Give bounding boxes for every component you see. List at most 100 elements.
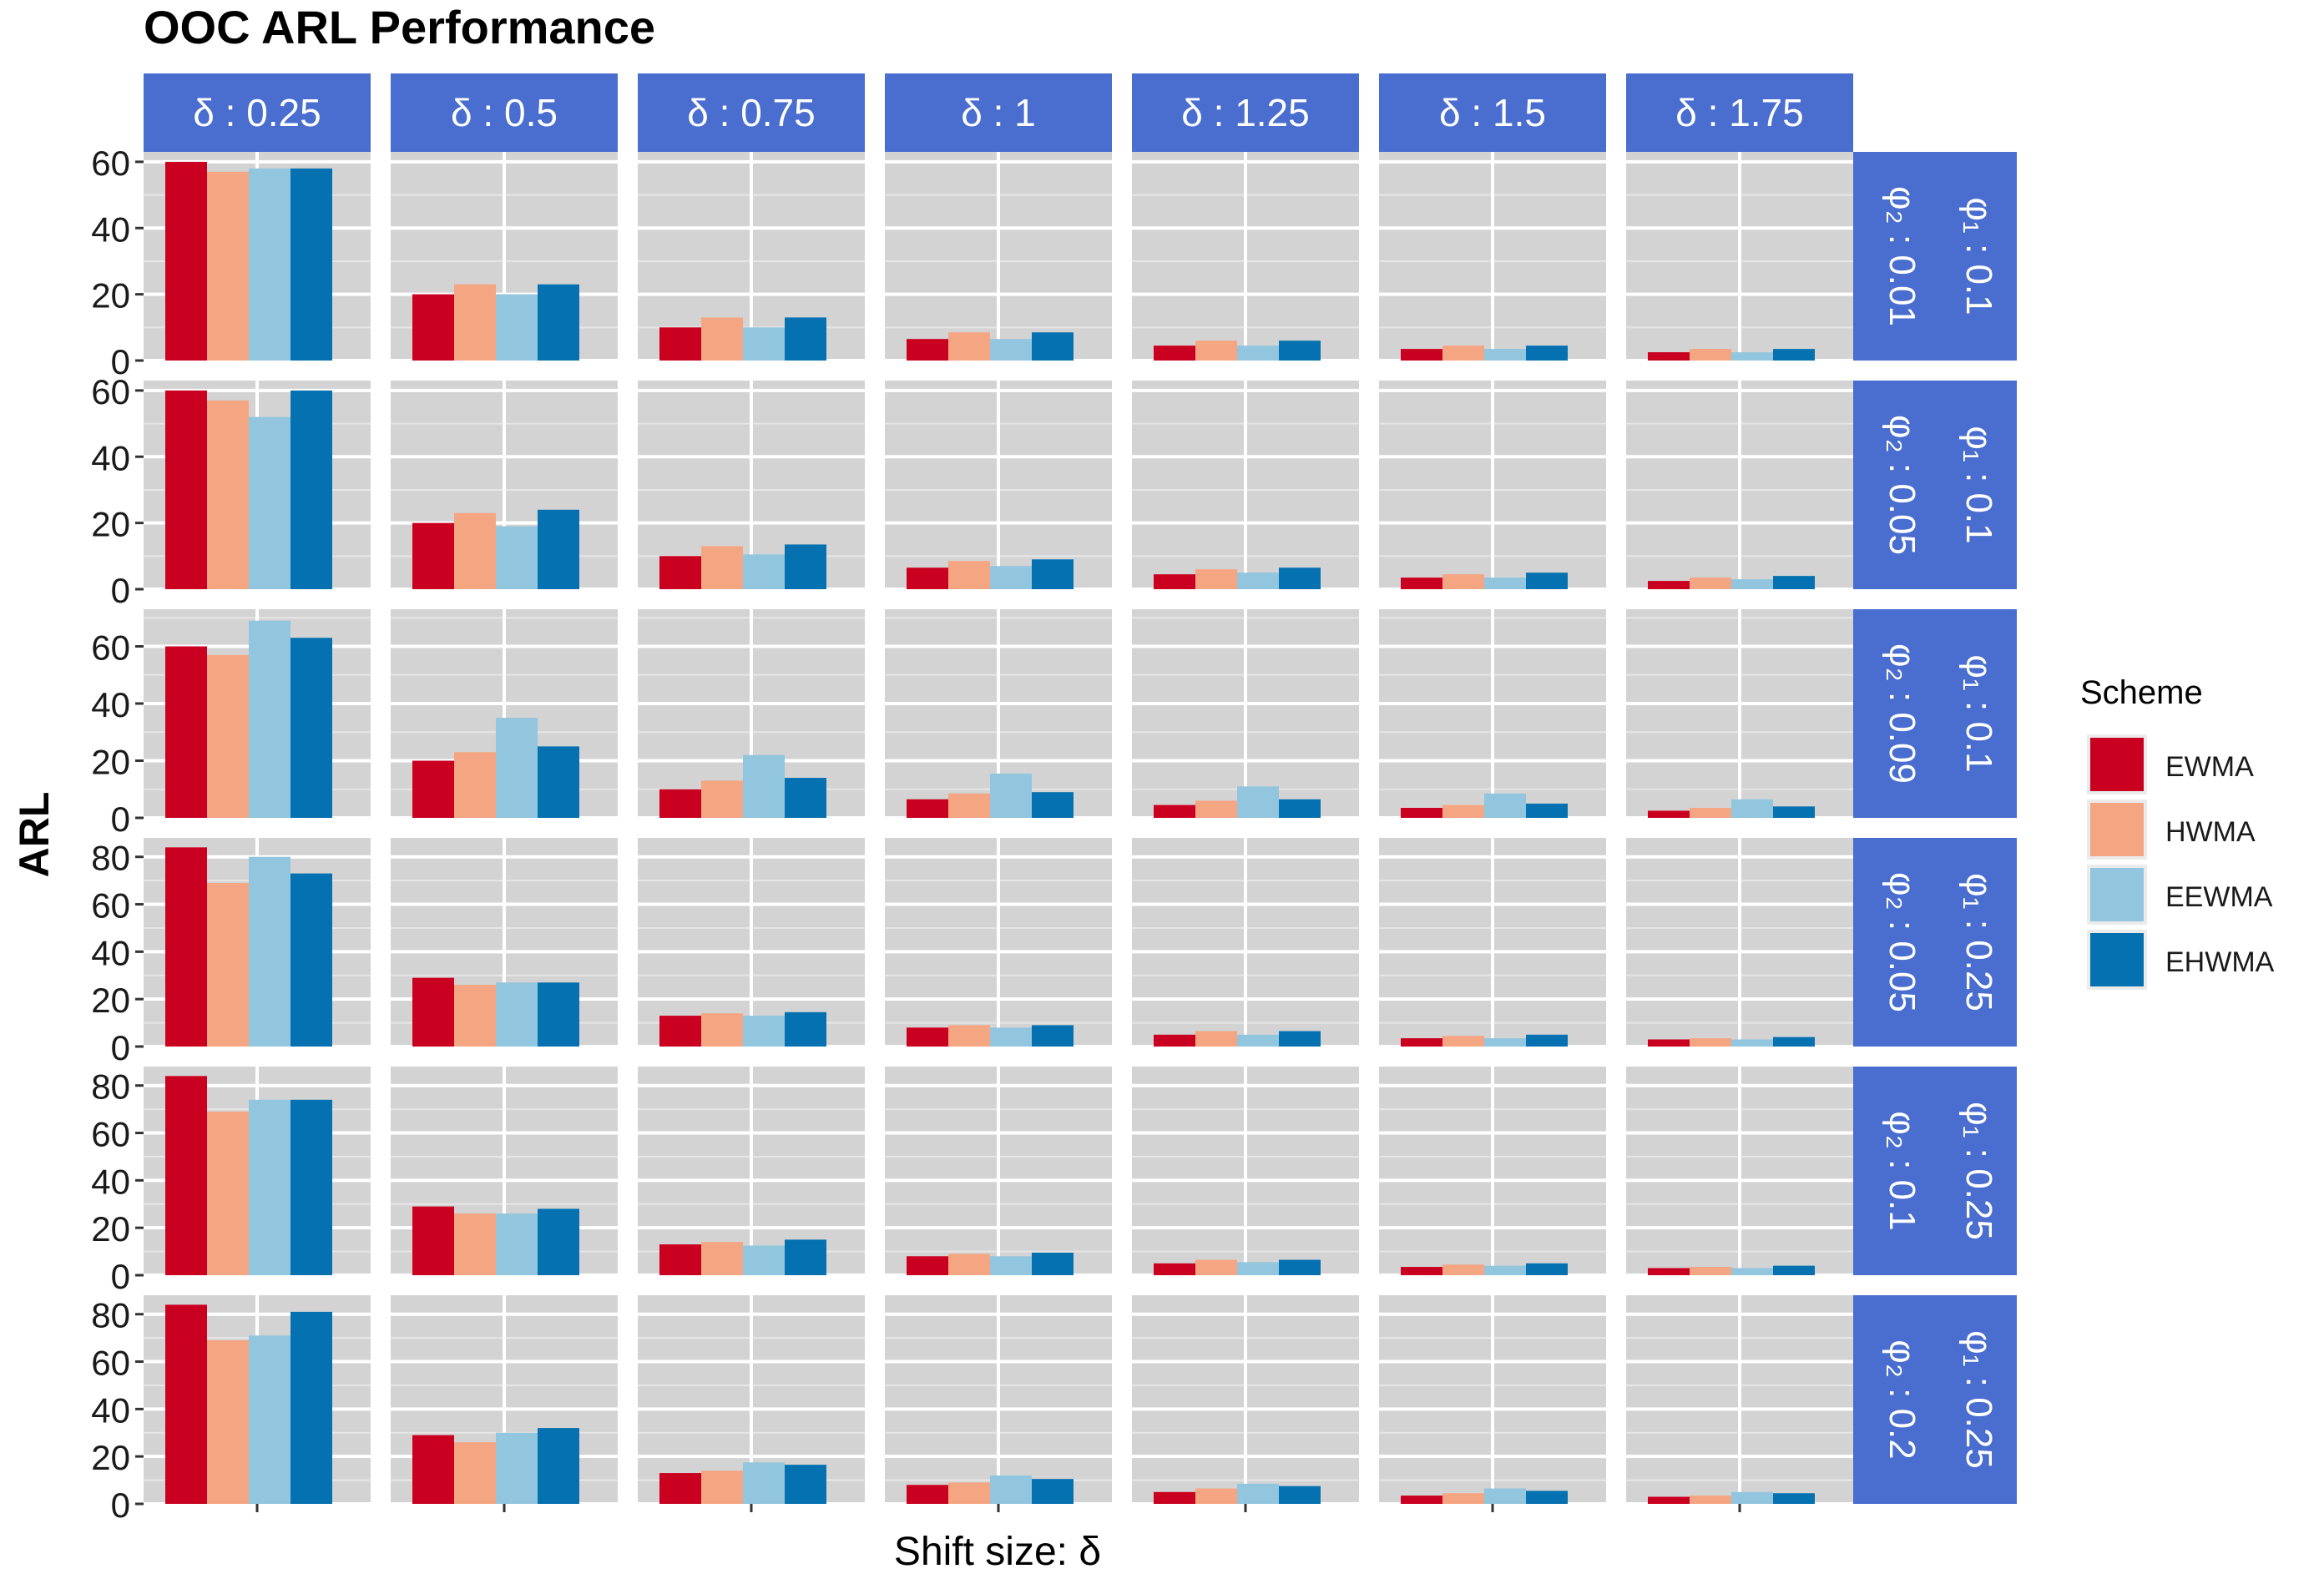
bar-ehwma-r3-c0 <box>290 873 332 1047</box>
row-strip-phi2-3: φ₂ : 0.05 <box>1882 872 1922 1012</box>
panel-5-4 <box>1132 1295 1359 1506</box>
bar-ewma-r0-c1 <box>412 294 454 361</box>
row-strip-5 <box>1853 1295 2017 1504</box>
bar-eewma-r0-c3 <box>990 339 1032 361</box>
y-tick-label-2-0: 0 <box>111 800 130 839</box>
bar-hwma-r3-c6 <box>1690 1038 1731 1047</box>
y-tick-label-3-4: 80 <box>91 839 130 878</box>
bar-eewma-r4-c2 <box>743 1245 785 1275</box>
bar-ewma-r3-c4 <box>1154 1034 1195 1047</box>
bar-hwma-r4-c5 <box>1442 1264 1484 1275</box>
panel-4-3 <box>885 1067 1112 1277</box>
bar-hwma-r4-c4 <box>1195 1259 1237 1275</box>
bar-ehwma-r2-c4 <box>1279 799 1321 818</box>
bar-ewma-r3-c1 <box>412 977 454 1047</box>
y-tick-label-5-4: 80 <box>91 1296 130 1335</box>
panel-2-4 <box>1132 609 1359 820</box>
panel-2-5 <box>1379 609 1606 820</box>
legend-key-eewma <box>2090 868 2144 921</box>
bar-ehwma-r3-c5 <box>1526 1034 1568 1047</box>
panel-4-5 <box>1379 1067 1606 1277</box>
row-strip-phi2-4: φ₂ : 0.1 <box>1882 1111 1922 1230</box>
row-strip-4 <box>1853 1067 2017 1275</box>
bar-ehwma-r2-c5 <box>1526 803 1568 818</box>
bar-ehwma-r2-c0 <box>290 638 332 818</box>
bar-ewma-r0-c6 <box>1648 352 1690 361</box>
bar-eewma-r4-c3 <box>990 1256 1032 1275</box>
bar-ehwma-r1-c5 <box>1526 573 1568 589</box>
bar-eewma-r2-c4 <box>1237 786 1279 818</box>
y-tick-label-3-1: 20 <box>91 981 130 1020</box>
panel-3-4 <box>1132 838 1359 1048</box>
y-tick-label-5-2: 40 <box>91 1390 130 1430</box>
col-strip-5 <box>1379 73 1606 152</box>
bar-eewma-r0-c2 <box>743 327 785 361</box>
row-strip-phi1-1: φ₁ : 0.1 <box>1958 426 1999 543</box>
bar-eewma-r4-c5 <box>1484 1265 1526 1275</box>
bar-ewma-r0-c2 <box>659 327 701 361</box>
bar-eewma-r3-c3 <box>990 1027 1032 1047</box>
legend-label-hwma: HWMA <box>2165 816 2256 848</box>
bar-ehwma-r0-c4 <box>1279 340 1321 361</box>
row-strip-phi2-1: φ₂ : 0.05 <box>1882 415 1922 555</box>
panel-0-3 <box>885 152 1112 362</box>
bar-ehwma-r4-c3 <box>1032 1253 1074 1275</box>
bar-ewma-r0-c3 <box>907 339 948 361</box>
bar-ewma-r1-c6 <box>1648 581 1690 589</box>
bar-hwma-r5-c4 <box>1195 1488 1237 1504</box>
bar-ewma-r0-c0 <box>165 161 207 361</box>
bar-ehwma-r3-c1 <box>538 982 579 1047</box>
row-strip-phi2-0: φ₂ : 0.01 <box>1882 186 1922 326</box>
legend-title: Scheme <box>2080 674 2203 711</box>
x-axis-title: Shift size: δ <box>894 1530 1101 1574</box>
bar-ewma-r1-c3 <box>907 568 948 589</box>
panel-1-4 <box>1132 381 1359 591</box>
legend-key-ewma <box>2090 738 2144 791</box>
col-strip-3 <box>885 73 1112 152</box>
bar-ehwma-r0-c5 <box>1526 346 1568 361</box>
bar-ewma-r0-c4 <box>1154 346 1195 361</box>
axes-layer: 0204060020406002040600204060800204060800… <box>91 144 1741 1525</box>
bar-hwma-r2-c6 <box>1690 808 1731 818</box>
bar-ehwma-r1-c0 <box>290 390 332 589</box>
bar-eewma-r4-c4 <box>1237 1262 1279 1275</box>
y-tick-label-0-3: 60 <box>91 144 130 183</box>
bar-eewma-r3-c1 <box>496 982 538 1047</box>
panel-0-6 <box>1626 152 1853 362</box>
bar-eewma-r2-c0 <box>249 620 290 818</box>
bar-hwma-r5-c6 <box>1690 1496 1731 1504</box>
bar-hwma-r5-c2 <box>701 1470 743 1504</box>
bar-eewma-r0-c6 <box>1731 352 1773 361</box>
bar-eewma-r3-c5 <box>1484 1038 1526 1047</box>
legend-key-hwma <box>2090 803 2144 856</box>
panel-3-5 <box>1379 838 1606 1048</box>
bar-hwma-r1-c4 <box>1195 569 1237 589</box>
panel-5-1 <box>391 1295 618 1506</box>
bar-ehwma-r3-c2 <box>785 1011 826 1047</box>
bar-ewma-r2-c3 <box>907 799 948 818</box>
panel-1-2 <box>638 381 865 591</box>
bar-ehwma-r4-c2 <box>785 1239 826 1275</box>
panel-0-2 <box>638 152 865 362</box>
bar-ewma-r4-c5 <box>1401 1267 1442 1275</box>
y-tick-label-0-2: 40 <box>91 209 130 249</box>
col-strip-label-2: δ : 0.75 <box>687 91 815 134</box>
bar-eewma-r1-c3 <box>990 566 1032 589</box>
bar-eewma-r1-c2 <box>743 554 785 589</box>
bar-hwma-r2-c2 <box>701 780 743 818</box>
bar-ewma-r2-c1 <box>412 760 454 818</box>
panel-1-1 <box>391 381 618 591</box>
y-tick-label-2-1: 20 <box>91 743 130 782</box>
y-tick-label-2-3: 60 <box>91 628 130 668</box>
bar-eewma-r4-c0 <box>249 1099 290 1275</box>
bar-ewma-r5-c1 <box>412 1435 454 1504</box>
chart-title: OOC ARL Performance <box>144 1 655 53</box>
panel-2-6 <box>1626 609 1853 820</box>
panel-2-1 <box>391 609 618 820</box>
panel-2-2 <box>638 609 865 820</box>
bar-ewma-r3-c2 <box>659 1016 701 1047</box>
y-tick-label-1-3: 60 <box>91 372 130 411</box>
row-strip-1 <box>1853 381 2017 589</box>
col-strip-6 <box>1626 73 1853 152</box>
bar-hwma-r4-c0 <box>207 1111 249 1275</box>
